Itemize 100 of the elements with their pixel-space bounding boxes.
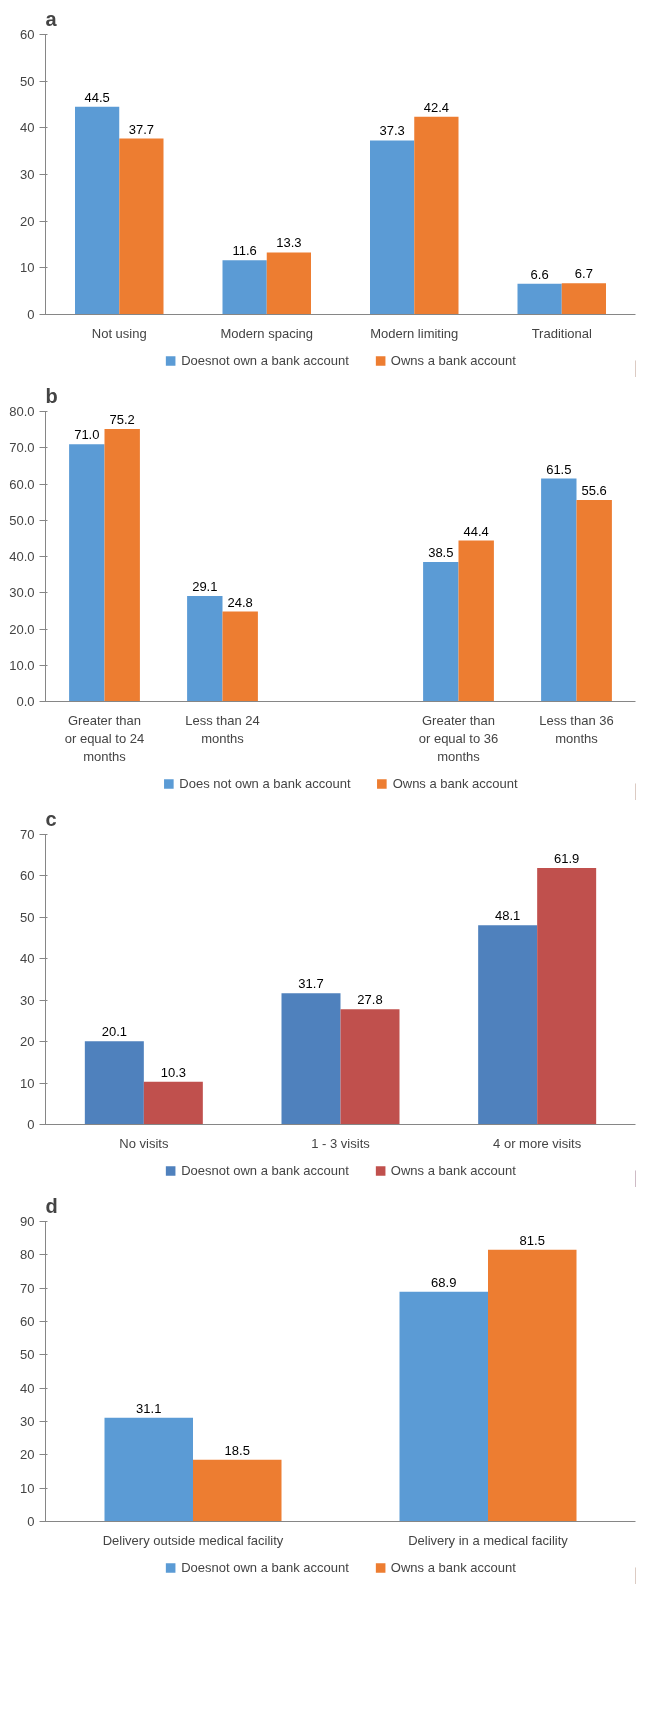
y-tick-label: 30 — [20, 167, 35, 182]
y-tick-label: 30 — [20, 1414, 35, 1429]
y-tick-label: 50.0 — [9, 512, 35, 528]
data-label: 29.1 — [192, 579, 218, 595]
x-tick-label: Delivery in a medical facility — [408, 1532, 569, 1548]
bar — [84, 1041, 144, 1125]
bar — [69, 444, 105, 702]
y-tick-label: 20.0 — [9, 621, 35, 637]
legend-label: Owns a bank account — [390, 1559, 516, 1575]
chart-title: c — [45, 807, 57, 830]
y-tick-label: 70.0 — [9, 440, 35, 456]
bar — [143, 1081, 203, 1125]
bar — [222, 260, 267, 315]
bar — [104, 1417, 193, 1522]
data-label: 42.4 — [423, 99, 450, 115]
x-tick-label: Less than 24 months — [185, 712, 260, 746]
data-label: 61.9 — [554, 851, 580, 867]
legend-label: Doesnot own a bank account — [181, 352, 349, 368]
bar — [119, 138, 164, 315]
bar — [576, 499, 612, 702]
bar — [340, 1009, 400, 1125]
y-tick-label: 0 — [27, 1514, 35, 1529]
data-label: 11.6 — [232, 243, 257, 259]
data-label: 6.7 — [574, 266, 593, 282]
data-label: 37.7 — [128, 121, 155, 137]
data-label: 31.7 — [298, 976, 324, 992]
y-tick-label: 0 — [27, 1117, 35, 1132]
y-tick-label: 60.0 — [9, 476, 35, 492]
y-tick-label: 70 — [20, 1280, 35, 1296]
y-tick-label: 60 — [20, 1314, 35, 1329]
data-label: 13.3 — [276, 235, 302, 251]
bar — [423, 561, 459, 702]
bar — [541, 478, 577, 702]
data-label: 38.5 — [428, 544, 454, 560]
data-label: 55.6 — [581, 482, 607, 498]
y-tick-label: 10.0 — [9, 657, 35, 673]
x-tick-label: Greater than or equal to 36 months — [418, 712, 499, 764]
data-label: 44.5 — [84, 89, 110, 105]
x-tick-label: Not using — [91, 325, 147, 341]
x-tick-label: Traditional — [531, 325, 592, 341]
bar — [75, 106, 120, 315]
bar — [561, 283, 606, 315]
y-tick-label: 40.0 — [9, 549, 35, 564]
y-tick-label: 30.0 — [9, 585, 35, 601]
y-tick-label: 10 — [20, 260, 35, 276]
chart-title: a — [45, 7, 58, 30]
x-tick-label: 1 - 3 visits — [311, 1135, 371, 1151]
y-tick-label: 90 — [20, 1214, 35, 1229]
data-label: 81.5 — [519, 1232, 545, 1248]
bar — [414, 116, 459, 315]
bar — [266, 252, 311, 315]
data-label: 37.3 — [379, 123, 405, 139]
legend-label: Owns a bank account — [392, 775, 518, 791]
y-tick-label: 20 — [20, 1447, 35, 1463]
bar — [537, 868, 597, 1125]
data-label: 61.5 — [546, 461, 572, 477]
data-label: 31.1 — [136, 1400, 162, 1416]
x-tick-label: Modern spacing — [220, 325, 313, 341]
bar — [488, 1249, 577, 1522]
y-tick-label: 60 — [20, 868, 35, 884]
legend-label: Doesnot own a bank account — [181, 1559, 349, 1575]
bar — [281, 993, 341, 1125]
y-tick-label: 80.0 — [9, 404, 35, 419]
bar — [458, 540, 494, 702]
data-label: 44.4 — [463, 523, 489, 539]
y-tick-label: 80 — [20, 1247, 35, 1263]
data-label: 71.0 — [74, 427, 100, 443]
y-tick-label: 70 — [20, 827, 35, 842]
y-tick-label: 10 — [20, 1480, 35, 1496]
bar — [104, 428, 140, 702]
x-tick-label: Greater than or equal to 24 months — [64, 712, 145, 764]
x-tick-label: Less than 36 months — [539, 712, 614, 746]
data-label: 6.6 — [530, 266, 549, 282]
y-tick-label: 40 — [20, 1380, 35, 1396]
data-label: 20.1 — [101, 1024, 127, 1040]
bar — [517, 283, 562, 315]
data-label: 48.1 — [495, 908, 521, 924]
y-tick-label: 20 — [20, 213, 35, 229]
data-label: 68.9 — [431, 1274, 457, 1290]
x-tick-label: 4 or more visits — [493, 1135, 582, 1151]
legend-label: Doesnot own a bank account — [181, 1162, 349, 1178]
data-label: 24.8 — [227, 594, 253, 610]
x-tick-label: Delivery outside medical facility — [102, 1532, 284, 1548]
y-tick-label: 0.0 — [16, 694, 35, 709]
y-tick-label: 0 — [27, 307, 35, 322]
y-tick-label: 60 — [20, 27, 35, 42]
y-tick-label: 50 — [20, 909, 35, 925]
bar — [193, 1459, 282, 1522]
data-label: 27.8 — [357, 992, 383, 1008]
bar — [222, 611, 258, 702]
y-tick-label: 10 — [20, 1075, 35, 1091]
x-tick-label: Modern limiting — [370, 325, 459, 341]
legend-label: Owns a bank account — [390, 1162, 516, 1178]
data-label: 10.3 — [160, 1064, 186, 1080]
y-tick-label: 30 — [20, 992, 35, 1008]
data-label: 75.2 — [109, 411, 135, 427]
legend-label: Does not own a bank account — [179, 775, 351, 791]
y-tick-label: 50 — [20, 73, 35, 89]
x-tick-label: No visits — [119, 1135, 169, 1151]
y-tick-label: 40 — [20, 951, 35, 967]
